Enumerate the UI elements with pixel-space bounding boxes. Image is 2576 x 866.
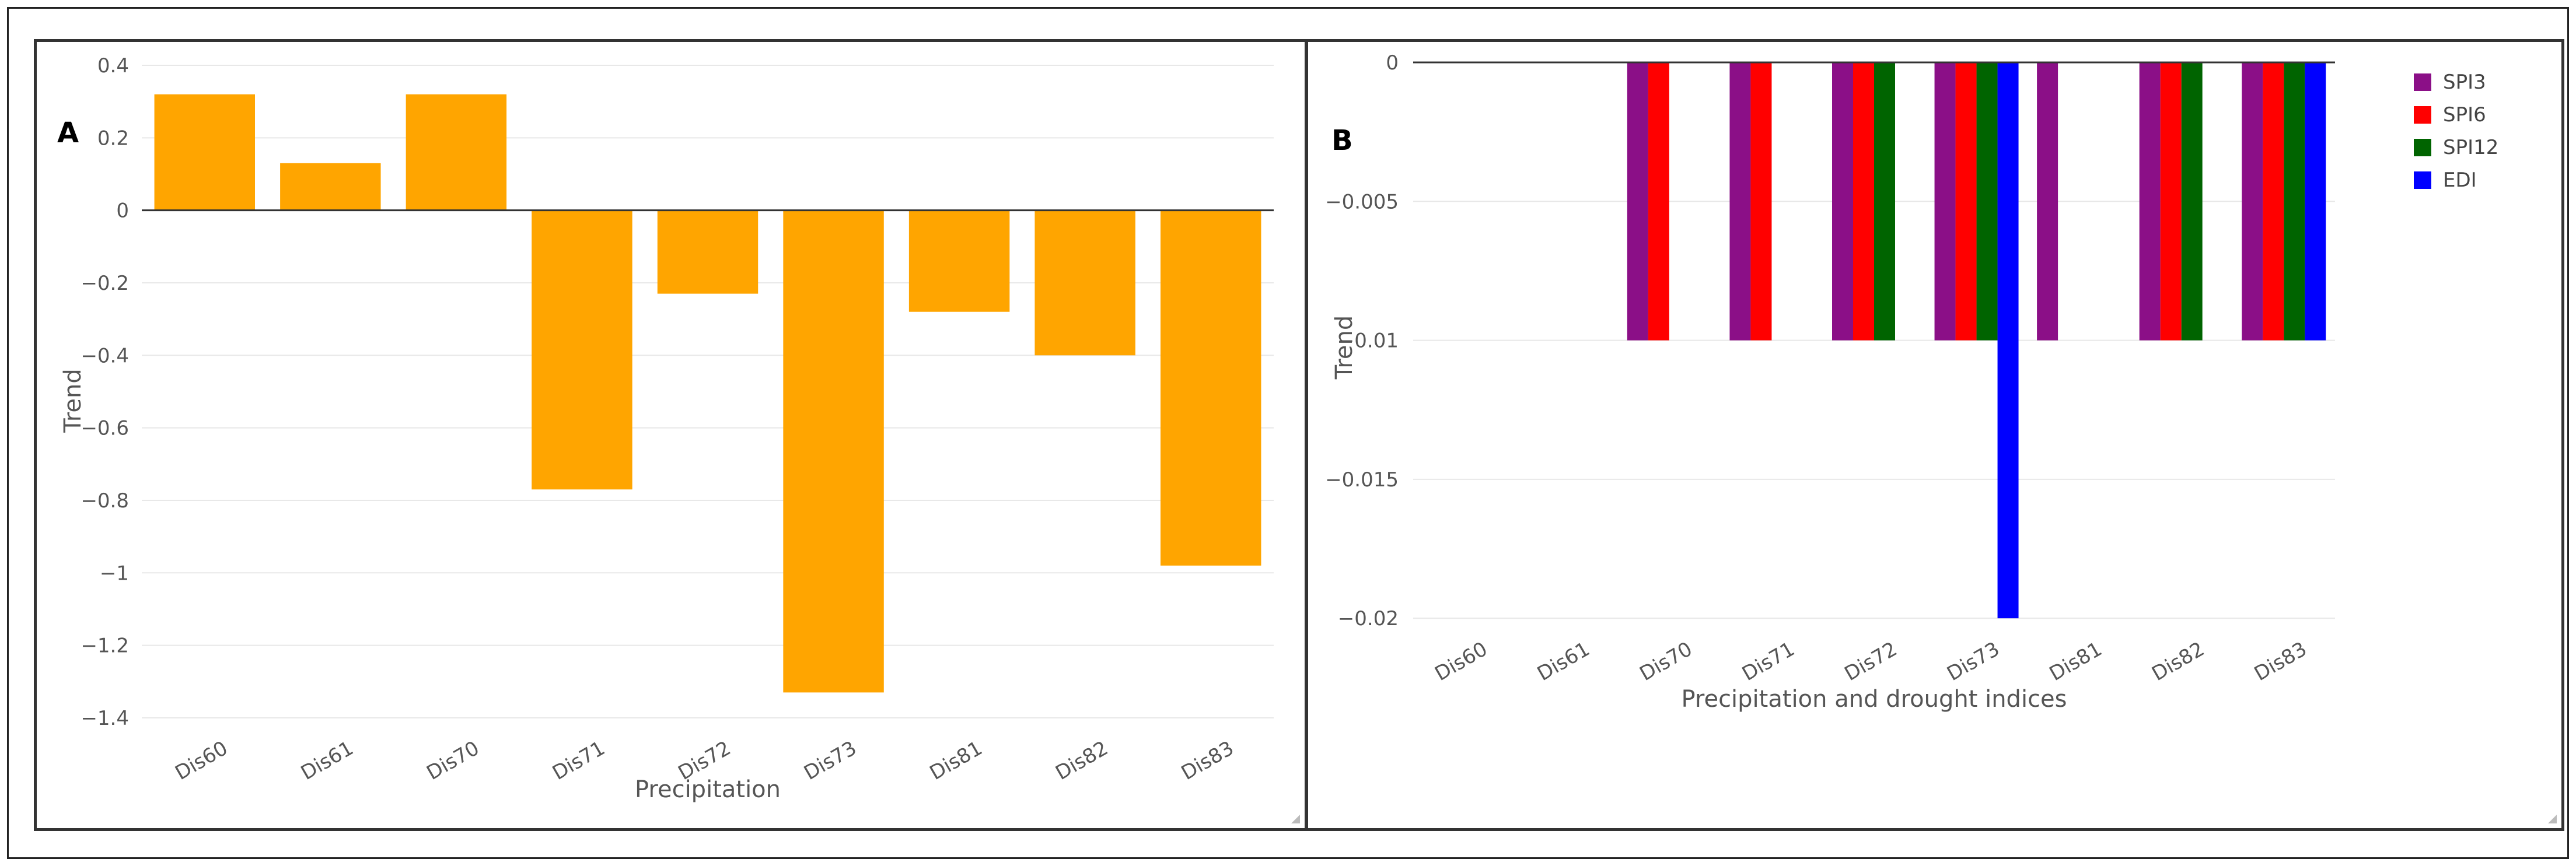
- x-axis-title-a: Precipitation: [635, 776, 781, 803]
- bar-spi6-dis83: [2263, 62, 2284, 341]
- y-tick-label-a: −0.2: [81, 272, 129, 295]
- bar-dis83: [1161, 210, 1261, 566]
- bar-spi3-dis70: [1627, 62, 1648, 341]
- panel-letter-b: B: [1331, 124, 1353, 157]
- y-tick-label-a: −1: [100, 562, 129, 585]
- x-tick-label-b: Dis71: [1738, 637, 1799, 686]
- bar-edi-dis73: [1997, 62, 2019, 619]
- x-tick-label-b: Dis73: [1943, 637, 2004, 686]
- legend-swatch-spi6: [2414, 106, 2431, 124]
- figure-frame: 0.4 0.2 0 −0.2 −0.4 −0.6 −0.8 −1 −1.2 −1.4 Dis60 Di…: [7, 7, 2569, 859]
- bar-dis70: [406, 94, 507, 211]
- bar-dis61: [280, 163, 381, 211]
- bar-spi6-dis71: [1750, 62, 1772, 341]
- legend-swatch-edi: [2414, 171, 2431, 189]
- bar-spi3-dis73: [1934, 62, 1956, 341]
- bar-spi3-dis81: [2037, 62, 2058, 341]
- bar-edi-dis83: [2305, 62, 2326, 341]
- x-tick-label-a: Dis73: [800, 737, 861, 785]
- bar-dis71: [532, 210, 632, 490]
- bar-spi12-dis73: [1976, 62, 1998, 341]
- x-tick-label-a: Dis71: [548, 737, 609, 785]
- bar-dis81: [908, 210, 1010, 312]
- bar-spi6-dis73: [1955, 62, 1977, 341]
- bar-spi12-dis72: [1874, 62, 1895, 341]
- x-tick-label-a: Dis70: [423, 737, 484, 785]
- y-axis-title-b: Trend: [1331, 315, 1358, 380]
- panel-a: 0.4 0.2 0 −0.2 −0.4 −0.6 −0.8 −1 −1.2 −1.4 Dis60 Di…: [34, 39, 1308, 831]
- x-tick-label-b: Dis82: [2148, 637, 2208, 686]
- y-tick-label-a: −0.6: [81, 417, 129, 440]
- x-axis-title-b: Precipitation and drought indices: [1681, 686, 2067, 713]
- y-tick-label-a: 0.2: [97, 127, 129, 150]
- legend-label-spi12: SPI12: [2443, 136, 2498, 159]
- chart-a-svg: 0.4 0.2 0 −0.2 −0.4 −0.6 −0.8 −1 −1.2 −1.4 Dis60 Di…: [57, 54, 1300, 823]
- x-tick-label-b: Dis70: [1636, 637, 1697, 686]
- bar-spi6-dis70: [1648, 62, 1669, 341]
- x-tick-label-a: Dis82: [1051, 737, 1112, 785]
- bar-dis73: [783, 210, 884, 693]
- x-tick-label-b: Dis81: [2046, 637, 2106, 686]
- bar-dis82: [1034, 210, 1135, 356]
- legend-swatch-spi3: [2414, 73, 2431, 91]
- x-tick-label-a: Dis81: [926, 737, 987, 785]
- chart-b-svg: 0 −0.005 −0.01 −0.015 −0.02 Dis60 Dis61 Dis70 Di…: [1325, 51, 2557, 823]
- bar-spi12-dis82: [2181, 62, 2203, 341]
- bar-spi12-dis83: [2284, 62, 2305, 341]
- resize-handle-icon: [2548, 815, 2557, 823]
- legend-label-edi: EDI: [2443, 169, 2477, 192]
- y-tick-label-a: −0.4: [81, 344, 129, 367]
- x-tick-label-a: Dis83: [1177, 737, 1238, 785]
- legend-swatch-spi12: [2414, 139, 2431, 156]
- y-tick-label-b: 0: [1386, 51, 1399, 75]
- y-tick-label-b: −0.01: [1338, 329, 1399, 353]
- y-tick-label-a: −1.4: [81, 707, 129, 730]
- y-tick-label-a: −1.2: [81, 634, 129, 658]
- bar-spi3-dis82: [2139, 62, 2161, 341]
- x-tick-label-b: Dis60: [1431, 637, 1491, 686]
- y-tick-label-a: 0.4: [97, 54, 129, 78]
- legend-label-spi3: SPI3: [2443, 71, 2486, 94]
- x-tick-label-b: Dis61: [1533, 637, 1594, 686]
- bar-spi6-dis82: [2160, 62, 2182, 341]
- panel-letter-a: A: [57, 117, 79, 149]
- bar-spi3-dis72: [1832, 62, 1853, 341]
- bar-dis72: [657, 210, 759, 294]
- y-tick-label-a: 0: [116, 199, 129, 223]
- y-axis-title-a: Trend: [60, 369, 86, 433]
- x-tick-label-a: Dis60: [171, 737, 232, 785]
- x-tick-label-b: Dis83: [2250, 637, 2311, 686]
- y-tick-label-b: −0.02: [1338, 607, 1399, 630]
- bar-spi3-dis71: [1729, 62, 1751, 341]
- y-tick-label-a: −0.8: [81, 489, 129, 513]
- resize-handle-icon: [1291, 815, 1300, 823]
- bar-spi3-dis83: [2242, 62, 2263, 341]
- bar-spi6-dis72: [1853, 62, 1874, 341]
- panel-b: 0 −0.005 −0.01 −0.015 −0.02 Dis60 Dis61 Dis70 Di…: [1305, 39, 2564, 831]
- x-tick-label-a: Dis61: [297, 737, 358, 785]
- legend-label-spi6: SPI6: [2443, 103, 2486, 127]
- y-tick-label-b: −0.015: [1325, 468, 1399, 492]
- bar-dis60: [154, 94, 255, 211]
- y-tick-label-b: −0.005: [1325, 190, 1399, 213]
- x-tick-label-b: Dis72: [1841, 637, 1902, 686]
